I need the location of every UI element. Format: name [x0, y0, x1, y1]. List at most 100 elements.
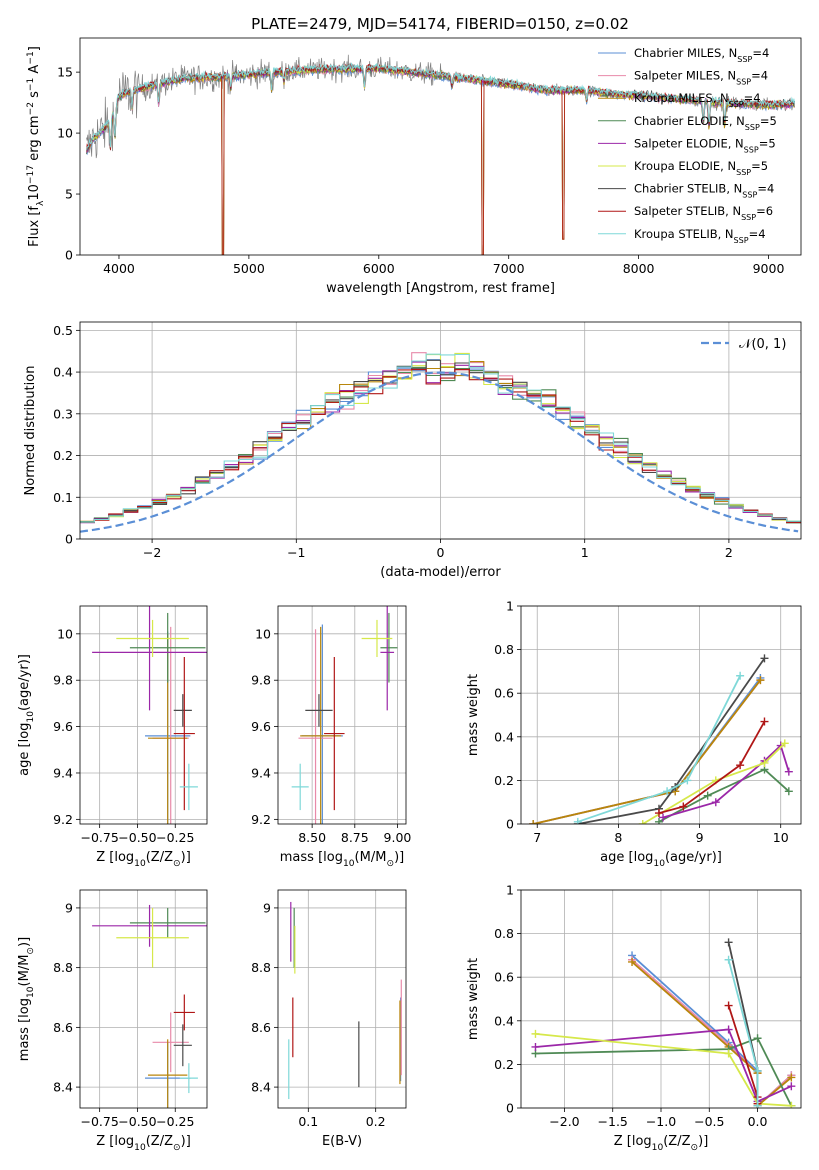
residuals-ytick-label: 0.3 — [53, 406, 73, 421]
weight-point-marker — [573, 817, 582, 824]
age-vs-mass-ytick-label: 9.6 — [251, 719, 271, 734]
weight-vs-Z-ytick-label: 0.8 — [494, 926, 514, 941]
age-vs-Z-axes: −0.75 −0.50 −0.25 9.2 9.4 9.6 9.8 10 — [53, 606, 207, 845]
weight-point-marker — [663, 787, 672, 796]
age-vs-mass-ytick-label: 9.2 — [251, 812, 271, 827]
mass-vs-ebv-axes: 0.1 0.2 8.4 8.6 8.8 9 — [251, 890, 406, 1129]
mass-vs-ebv-xtick-label: 0.2 — [366, 1114, 386, 1129]
mass-vs-Z-xtick-label: −0.25 — [156, 1114, 194, 1129]
weight-vs-Z-ytick-label: 1 — [506, 883, 514, 898]
spectrum-lines — [86, 54, 795, 255]
model-spectrum-line — [86, 63, 795, 152]
residuals-ylabel: Normed distribution — [23, 366, 38, 496]
age-vs-Z-xtick-label: −0.75 — [80, 830, 118, 845]
weight-point-marker — [787, 1101, 796, 1108]
legend-label: Salpeter ELODIE, NSSP=5 — [634, 136, 776, 154]
weight-vs-Z-xlabel: Z [log10(Z/Z⊙)] — [614, 1134, 709, 1153]
mass-vs-Z-xlabel: Z [log10(Z/Z⊙)] — [96, 1134, 191, 1153]
weight-point-marker — [753, 1066, 762, 1075]
residuals-ytick-label: 0.1 — [53, 490, 73, 505]
weight-vs-Z-xtick-label: 0.0 — [748, 1114, 768, 1129]
weight-point-marker — [724, 1049, 733, 1058]
spectrum-frame — [79, 37, 802, 256]
weight-vs-Z-ytick-label: 0.4 — [494, 1013, 514, 1028]
weight-point-marker — [753, 1034, 762, 1043]
legend-label: Kroupa ELODIE, NSSP=5 — [634, 159, 768, 177]
spectrum-xtick-label: 4000 — [103, 261, 135, 276]
residuals-xtick-label: 0 — [437, 545, 445, 560]
weight-vs-age-ytick-label: 0.6 — [494, 686, 514, 701]
weight-point-marker — [753, 1101, 762, 1108]
weight-vs-Z-axes: −2.0 −1.5 −1.0 −0.5 0.0 0 0.2 0.4 0.6 0.8 1 — [494, 883, 801, 1129]
mass-vs-Z-frame — [79, 889, 208, 1109]
residuals-xtick-label: 2 — [725, 545, 733, 560]
weight-vs-age-ytick-label: 0.4 — [494, 729, 514, 744]
age-vs-Z-points — [92, 606, 207, 824]
weight-series-line — [535, 1037, 793, 1107]
age-vs-mass-xtick-label: 8.75 — [341, 830, 369, 845]
weight-vs-age-frame — [520, 605, 802, 825]
mass-vs-ebv-xlabel: E(B-V) — [322, 1134, 362, 1149]
weight-point-marker — [780, 739, 789, 748]
figure-title: PLATE=2479, MJD=54174, FIBERID=0150, z=0… — [251, 15, 629, 33]
weight-point-marker — [703, 791, 712, 800]
weight-vs-age-ylabel: mass weight — [466, 674, 481, 756]
mass-vs-ebv-ytick-label: 9 — [263, 900, 271, 915]
weight-vs-age-ytick-label: 0.2 — [494, 773, 514, 788]
weight-vs-Z-xtick-label: −0.5 — [694, 1114, 724, 1129]
legend-label: Chabrier MILES, NSSP=4 — [634, 46, 769, 64]
residuals-xtick-label: 1 — [581, 545, 589, 560]
mass-vs-Z-xtick-label: −0.50 — [118, 1114, 156, 1129]
mass-vs-ebv-frame — [277, 889, 407, 1109]
mass-vs-ebv-ytick-label: 8.6 — [251, 1020, 271, 1035]
residuals-frame — [79, 321, 802, 540]
spectrum-xtick-label: 5000 — [233, 261, 265, 276]
weight-point-marker — [531, 1042, 540, 1051]
mass-vs-Z-ytick-label: 8.6 — [53, 1020, 73, 1035]
spectrum-legend: Chabrier MILES, NSSP=4 Salpeter MILES, NS… — [598, 46, 777, 244]
age-vs-mass-frame — [277, 605, 407, 825]
weight-vs-age-xtick-label: 7 — [533, 830, 541, 845]
residuals-ytick-label: 0.2 — [53, 448, 73, 463]
weight-point-marker — [787, 1082, 796, 1091]
weight-series-line — [577, 675, 741, 823]
residuals-axes: −2 −1 0 1 2 0 0.1 0.2 0.3 0.4 0.5 — [53, 322, 801, 560]
weight-vs-age-xtick-label: 8 — [614, 830, 622, 845]
residuals-xlabel: (data-model)/error — [380, 565, 501, 580]
age-vs-mass-points — [291, 606, 398, 824]
legend-label: Salpeter MILES, NSSP=4 — [634, 69, 768, 87]
weight-point-marker — [531, 1029, 540, 1038]
age-vs-Z-ylabel: age [log10(age/yr)] — [17, 654, 36, 776]
weight-vs-age-xlabel: age [log10(age/yr)] — [600, 850, 722, 869]
weight-series-line — [642, 742, 786, 824]
weight-point-marker — [724, 1025, 733, 1034]
mass-vs-Z-points — [92, 904, 207, 1108]
legend-label: Kroupa MILES, NSSP=4 — [634, 91, 761, 109]
spectrum-axes: 4000 5000 6000 7000 8000 9000 0 5 10 15 — [57, 65, 784, 276]
weight-vs-age-ytick-label: 0.8 — [494, 642, 514, 657]
weight-point-marker — [529, 820, 538, 824]
weight-vs-Z-xtick-label: −1.5 — [598, 1114, 628, 1129]
age-vs-Z-ytick-label: 9.2 — [53, 812, 73, 827]
residuals-ytick-label: 0.4 — [53, 365, 73, 380]
weight-point-marker — [784, 787, 793, 796]
age-vs-mass-axes: 8.50 8.75 9.00 9.2 9.4 9.6 9.8 10 — [251, 606, 411, 845]
weight-series-line — [532, 677, 762, 824]
weight-point-marker — [683, 776, 692, 785]
weight-point-marker — [724, 955, 733, 964]
age-vs-mass-ytick-label: 9.8 — [251, 673, 271, 688]
residuals-ytick-label: 0.5 — [53, 323, 73, 338]
weight-vs-Z-frame — [520, 889, 802, 1109]
weight-vs-age-xtick-label: 10 — [773, 830, 789, 845]
legend-label: Kroupa STELIB, NSSP=4 — [634, 227, 766, 245]
weight-vs-Z-xtick-label: −2.0 — [549, 1114, 579, 1129]
spectrum-ytick-label: 15 — [57, 65, 73, 80]
weight-series-line — [658, 721, 766, 814]
plot-area: 4000 5000 6000 7000 8000 9000051015wavelength… — [17, 37, 802, 1153]
weight-point-marker — [654, 809, 663, 818]
weight-point-marker — [628, 957, 637, 966]
histogram-step-line — [80, 353, 801, 523]
weight-point-marker — [679, 802, 688, 811]
mass-vs-Z-ytick-label: 8.4 — [53, 1080, 73, 1095]
model-spectrum-line — [86, 62, 795, 151]
